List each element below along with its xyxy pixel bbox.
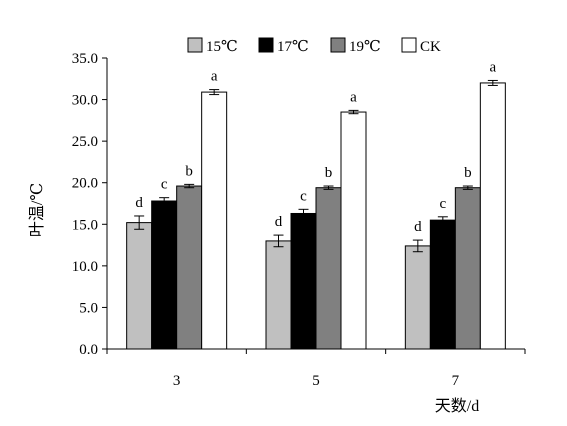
legend-label: 15℃ (206, 39, 238, 55)
legend-label: CK (420, 39, 441, 55)
y-tick-label: 20.0 (72, 176, 98, 192)
y-tick-label: 15.0 (72, 217, 98, 233)
significance-letter: c (439, 196, 446, 212)
significance-letter: d (414, 219, 422, 235)
bar (290, 212, 317, 350)
significance-letter: d (135, 195, 143, 211)
legend: 15℃ 17℃ 19℃ CK (187, 37, 441, 55)
legend-label: 17℃ (277, 39, 309, 55)
y-tick-label: 0.0 (79, 342, 98, 358)
legend-swatch (401, 37, 417, 53)
x-tick-label: 5 (312, 373, 320, 389)
bar (265, 240, 292, 350)
significance-letter: a (489, 59, 496, 75)
bar (151, 200, 178, 350)
bar (454, 187, 481, 350)
legend-swatch (258, 37, 274, 53)
x-axis-title: 天数/d (435, 397, 479, 415)
significance-letter: b (185, 163, 193, 179)
significance-letter: b (464, 165, 472, 181)
legend-label: 19℃ (349, 39, 381, 55)
bars (126, 79, 506, 350)
significance-letter: c (300, 188, 307, 204)
significance-letter: c (161, 177, 168, 193)
significance-letter: d (275, 214, 283, 230)
y-tick-label: 10.0 (72, 259, 98, 275)
legend-swatch (330, 37, 346, 53)
legend-swatch (187, 37, 203, 53)
x-axis: 3 5 7 (106, 348, 526, 389)
y-tick-label: 25.0 (72, 134, 98, 150)
y-axis-title: 叶温/℃ (28, 183, 46, 237)
bar (429, 219, 456, 350)
bar (201, 91, 228, 350)
significance-letter: b (325, 165, 333, 181)
x-tick-label: 7 (452, 373, 460, 389)
bar (176, 185, 203, 350)
annotations: d c b a d c b a d c b a (135, 59, 496, 235)
y-tick-label: 30.0 (72, 93, 98, 109)
bar (404, 245, 431, 350)
bar (126, 222, 153, 350)
significance-letter: a (211, 69, 218, 85)
bar (479, 82, 506, 350)
y-axis: 0.0 5.0 10.0 15.0 20.0 25.0 30.0 35.0 (72, 51, 108, 358)
x-tick-label: 3 (173, 373, 181, 389)
y-tick-label: 35.0 (72, 51, 98, 67)
y-tick-label: 5.0 (79, 300, 98, 316)
significance-letter: a (350, 89, 357, 105)
bar (315, 187, 342, 350)
bar (340, 111, 367, 350)
